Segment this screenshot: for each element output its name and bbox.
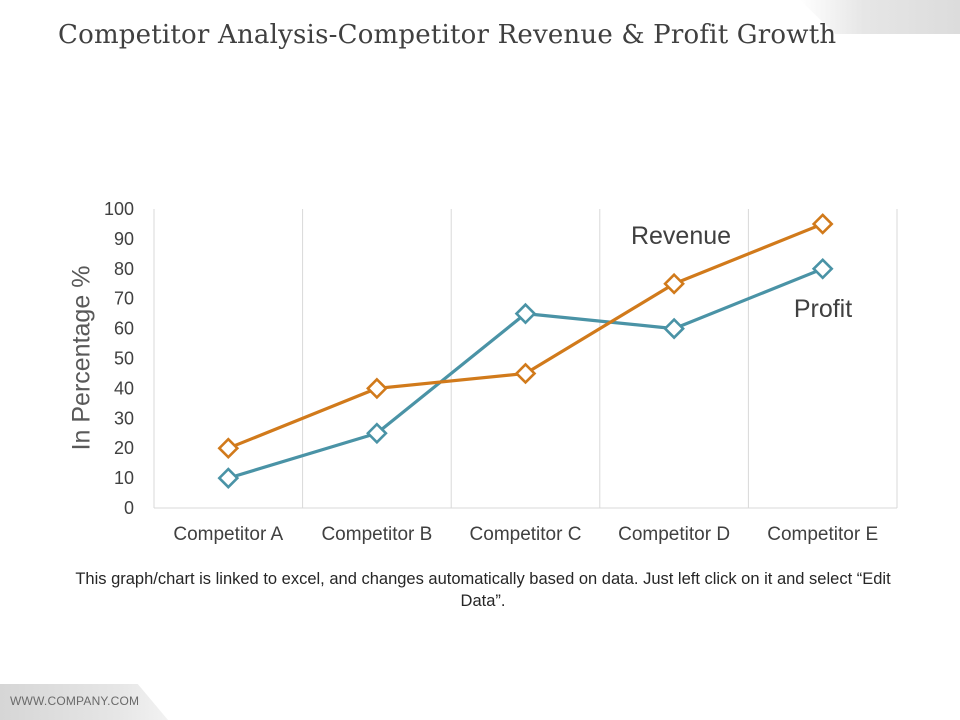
y-tick-label: 50	[114, 349, 134, 369]
profit-data-point[interactable]	[811, 257, 834, 280]
revenue-series[interactable]	[217, 213, 834, 460]
profit-data-point[interactable]	[217, 467, 240, 489]
y-tick-label: 80	[114, 259, 134, 279]
revenue-data-point[interactable]	[366, 377, 388, 400]
profit-data-point[interactable]	[514, 302, 537, 325]
chart-series[interactable]	[217, 213, 834, 489]
x-category-label: Competitor B	[321, 524, 432, 545]
revenue-data-point[interactable]	[217, 437, 240, 460]
revenue-data-point[interactable]	[811, 213, 834, 235]
profit-data-point[interactable]	[366, 422, 388, 445]
y-tick-label: 90	[114, 229, 134, 249]
y-tick-label: 100	[104, 199, 134, 219]
y-tick-label: 0	[124, 498, 134, 518]
slide-title: Competitor Analysis-Competitor Revenue &…	[58, 20, 837, 50]
profit-data-point[interactable]	[663, 317, 685, 340]
x-category-label: Competitor E	[767, 524, 878, 545]
y-tick-label: 20	[114, 438, 134, 458]
y-tick-label: 10	[114, 468, 134, 488]
footer-band	[0, 684, 168, 720]
y-tick-label: 30	[114, 408, 134, 428]
revenue-series-label: Revenue	[631, 222, 731, 250]
series-labels: Revenue Profit	[631, 222, 852, 323]
x-category-label: Competitor D	[618, 524, 730, 545]
revenue-data-point[interactable]	[663, 272, 685, 295]
revenue-data-point[interactable]	[514, 362, 537, 385]
profit-series-label: Profit	[794, 295, 852, 323]
x-axis-categories: Competitor A Competitor B Competitor C Comp…	[173, 524, 878, 545]
chart-caption: This graph/chart is linked to excel, and…	[75, 570, 891, 610]
x-category-label: Competitor A	[173, 524, 283, 545]
y-tick-label: 60	[114, 319, 134, 339]
x-category-label: Competitor C	[470, 524, 582, 545]
revenue-line[interactable]	[227, 222, 824, 450]
profit-series[interactable]	[217, 257, 834, 489]
chart-gridlines	[153, 209, 898, 509]
footer-website: WWW.COMPANY.COM	[10, 694, 140, 708]
y-tick-label: 40	[114, 378, 134, 398]
y-tick-label: 70	[114, 289, 134, 309]
y-axis-ticks: 0 10 20 30 40 50 60 70 80 90 100	[104, 199, 134, 518]
